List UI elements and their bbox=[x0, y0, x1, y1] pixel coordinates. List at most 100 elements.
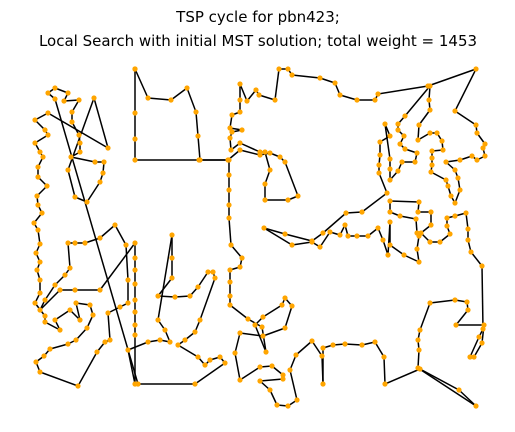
tour-edge bbox=[389, 244, 405, 256]
city-node bbox=[42, 313, 48, 319]
city-node bbox=[294, 397, 300, 403]
city-node bbox=[337, 92, 343, 98]
tour-edge bbox=[387, 221, 391, 256]
tour-edge bbox=[427, 68, 477, 87]
city-node bbox=[73, 300, 79, 306]
city-node bbox=[474, 130, 480, 136]
city-node bbox=[31, 220, 37, 226]
tour-edge bbox=[284, 305, 293, 329]
tour-edge bbox=[197, 271, 209, 288]
tour-edge bbox=[99, 224, 116, 239]
city-node bbox=[443, 159, 449, 165]
city-node bbox=[434, 130, 440, 136]
city-node bbox=[377, 139, 383, 145]
city-node bbox=[319, 353, 325, 359]
city-node bbox=[37, 259, 43, 265]
city-node bbox=[479, 263, 485, 269]
tour-edge bbox=[419, 368, 460, 391]
city-node bbox=[443, 177, 449, 183]
city-node bbox=[67, 265, 73, 271]
city-node bbox=[261, 225, 267, 231]
city-node bbox=[202, 362, 208, 368]
city-node bbox=[210, 269, 216, 275]
city-node bbox=[380, 237, 386, 243]
city-node bbox=[354, 97, 360, 103]
tour-edge bbox=[47, 112, 109, 149]
city-node bbox=[97, 235, 103, 241]
city-node bbox=[132, 309, 138, 315]
city-node bbox=[237, 97, 243, 103]
city-node bbox=[77, 317, 83, 323]
city-node bbox=[237, 330, 243, 336]
city-node bbox=[155, 317, 161, 323]
tour-edge bbox=[54, 98, 139, 385]
city-node bbox=[277, 154, 283, 160]
city-node bbox=[182, 337, 188, 343]
city-node bbox=[227, 267, 233, 273]
city-node bbox=[35, 202, 41, 208]
tour-edge bbox=[44, 321, 61, 331]
tour-edge bbox=[418, 109, 431, 126]
city-node bbox=[227, 125, 233, 131]
city-node bbox=[187, 293, 193, 299]
tour-edge bbox=[291, 241, 313, 246]
tour-edge bbox=[67, 169, 76, 198]
city-node bbox=[227, 279, 233, 285]
city-node bbox=[445, 183, 451, 189]
tour-edge bbox=[262, 327, 286, 337]
city-node bbox=[226, 187, 232, 193]
city-node bbox=[480, 326, 486, 332]
city-node bbox=[217, 354, 223, 360]
city-node bbox=[195, 284, 201, 290]
city-node bbox=[289, 72, 295, 78]
tour-edge bbox=[39, 371, 79, 387]
city-node bbox=[399, 159, 405, 165]
city-node bbox=[428, 209, 434, 215]
city-node bbox=[32, 117, 38, 123]
city-node bbox=[34, 267, 40, 273]
city-node bbox=[279, 302, 285, 308]
city-node bbox=[132, 322, 138, 328]
city-node bbox=[239, 255, 245, 261]
city-node bbox=[33, 250, 39, 256]
city-node bbox=[474, 157, 480, 163]
city-node bbox=[196, 157, 202, 163]
city-node bbox=[39, 210, 45, 216]
city-node bbox=[482, 153, 488, 159]
tour-edge bbox=[99, 242, 136, 291]
city-node bbox=[437, 239, 443, 245]
city-node bbox=[100, 170, 106, 176]
city-node bbox=[387, 156, 393, 162]
city-node bbox=[468, 249, 474, 255]
city-node bbox=[397, 141, 403, 147]
city-node bbox=[412, 159, 418, 165]
city-node bbox=[482, 141, 488, 147]
city-node bbox=[276, 66, 282, 72]
city-node bbox=[123, 242, 129, 248]
city-node bbox=[257, 152, 263, 158]
city-node bbox=[169, 275, 175, 281]
city-node bbox=[440, 147, 446, 153]
city-node bbox=[416, 122, 422, 128]
tour-edge bbox=[199, 277, 216, 321]
city-node bbox=[343, 210, 349, 216]
city-node bbox=[359, 342, 365, 348]
tour-edge bbox=[239, 332, 264, 337]
city-node bbox=[172, 294, 178, 300]
city-node bbox=[387, 177, 393, 183]
city-node bbox=[76, 97, 82, 103]
city-node bbox=[269, 363, 275, 369]
tour-edge bbox=[361, 192, 388, 213]
city-node bbox=[135, 381, 141, 387]
tour-edge bbox=[147, 97, 172, 101]
city-node bbox=[372, 339, 378, 345]
city-node bbox=[32, 300, 38, 306]
city-node bbox=[42, 297, 48, 303]
city-node bbox=[337, 232, 343, 238]
city-node bbox=[193, 109, 199, 115]
city-node bbox=[237, 377, 243, 383]
city-node bbox=[97, 179, 103, 185]
city-node bbox=[452, 108, 458, 114]
city-node bbox=[285, 403, 291, 409]
city-node bbox=[195, 354, 201, 360]
